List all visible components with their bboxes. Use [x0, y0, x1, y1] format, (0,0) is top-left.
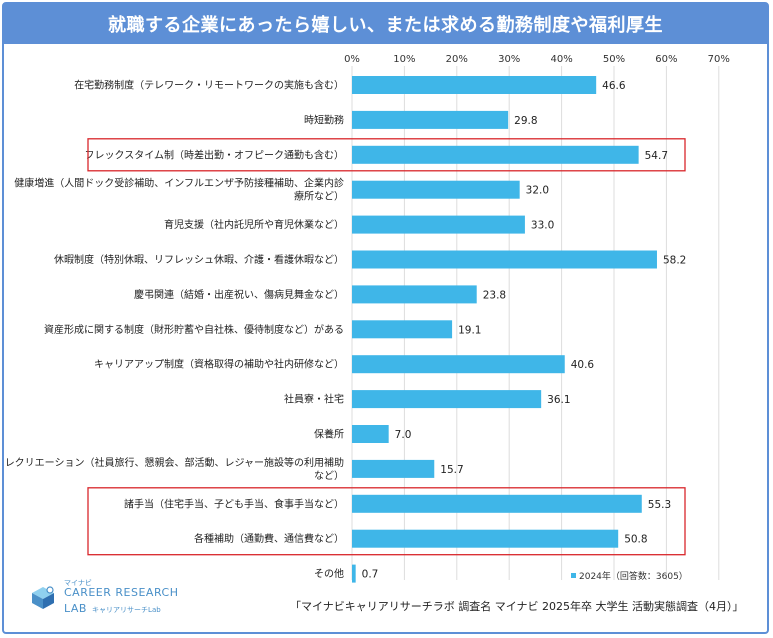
bars [352, 76, 657, 583]
highlight-box [87, 487, 686, 556]
category-label: レクリエーション（社員旅行、懇親会、部活動、レジャー施設等の利用補助 [5, 456, 344, 469]
category-label: 社員寮・社宅 [284, 393, 344, 406]
bar [352, 110, 509, 129]
category-label: 時短勤務 [304, 113, 344, 126]
chart-title: 就職する企業にあったら嬉しい、または求める勤務制度や福利厚生 [108, 15, 663, 36]
bar [352, 390, 542, 409]
category-label: 健康増進（人間ドック受診補助、インフルエンザ予防接種補助、企業内診 [14, 177, 344, 190]
tick-labels: 0% 10% 20% 30% 40% 50% 60% 70% [344, 54, 730, 65]
value-label: 46.6 [602, 80, 626, 92]
chart-header: 就職する企業にあったら嬉しい、または求める勤務制度や福利厚生 [4, 4, 767, 44]
value-label: 15.7 [440, 464, 463, 476]
category-label: 各種補助（通勤費、通信費など） [194, 532, 344, 545]
category-label: など） [314, 470, 344, 482]
legend-label: 2024年（回答数：3605） [579, 572, 688, 582]
value-label: 54.7 [645, 150, 668, 162]
value-label: 0.7 [362, 569, 379, 581]
value-label: 29.8 [514, 115, 537, 127]
logo-sub: キャリアリサーチLab [92, 605, 161, 614]
bar [352, 145, 639, 164]
bar [352, 215, 525, 234]
value-label: 23.8 [483, 289, 506, 301]
category-label: 療所など） [294, 190, 344, 203]
logo-main-line1: CAREER RESEARCH [64, 586, 179, 600]
bar [352, 425, 389, 443]
bar [352, 494, 642, 513]
value-label: 50.8 [624, 534, 647, 546]
tick-label: 70% [708, 54, 730, 65]
value-label: 7.0 [395, 429, 412, 441]
logo-brand: マイナビ [64, 579, 92, 587]
category-label: 慶弔関連（結婚・出産祝い、傷病見舞金など） [134, 288, 344, 301]
category-labels: 在宅勤務制度（テレワーク・リモートワークの実施も含む） 時短勤務フレックスタイム制… [5, 79, 344, 581]
bar [352, 529, 619, 548]
value-label: 36.1 [547, 394, 570, 406]
tick-label: 10% [393, 54, 415, 65]
category-label: その他 [314, 567, 344, 580]
bar [352, 285, 477, 304]
category-label: キャリアアップ制度（資格取得の補助や社内研修など） [94, 358, 344, 371]
value-label: 40.6 [571, 359, 595, 371]
category-label: 在宅勤務制度（テレワーク・リモートワークの実施も含む） [74, 79, 344, 92]
category-label: 育児支援（社内託児所や育児休業など） [164, 218, 344, 231]
highlight-boxes [87, 138, 686, 556]
highlight-box [87, 138, 686, 172]
category-label: 資産形成に関する制度（財形貯蓄や自社株、優待制度など）がある [44, 323, 344, 336]
value-label: 55.3 [648, 499, 671, 511]
tick-label: 40% [550, 54, 572, 65]
value-label: 33.0 [531, 220, 554, 232]
tick-label: 30% [498, 54, 520, 65]
legend: 2024年（回答数：3605） [571, 569, 688, 582]
bar [352, 355, 565, 374]
tick-label: 50% [603, 54, 625, 65]
bar [352, 459, 435, 478]
value-label: 19.1 [458, 324, 481, 336]
bar [352, 180, 520, 199]
logo-text: マイナビ CAREER RESEARCH LAB キャリアリサーチLab [64, 579, 179, 616]
source-note: 「マイナビキャリアリサーチラボ 調査名 マイナビ 2025年卒 大学生 活動実態… [290, 600, 744, 613]
bar [352, 320, 453, 339]
value-label: 32.0 [526, 185, 549, 197]
bar [352, 250, 657, 269]
value-labels: 46.6 29.8 54.7 32.0 33.0 58.2 23.8 19.1 40.6 36.1… [362, 80, 687, 581]
category-label: フレックスタイム制（時差出勤・オフピーク通勤も含む） [85, 148, 345, 161]
tick-label: 20% [446, 54, 468, 65]
logo-cube-icon [32, 586, 54, 609]
value-label: 58.2 [663, 255, 686, 267]
tick-label: 60% [655, 54, 677, 65]
category-label: 保養所 [314, 428, 344, 441]
logo-main-line2: LAB [64, 601, 87, 615]
tick-label: 0% [344, 54, 360, 65]
category-label: 諸手当（住宅手当、子ども手当、食事手当など） [124, 497, 344, 510]
bar [352, 76, 597, 94]
bar [352, 564, 356, 583]
logo: マイナビ CAREER RESEARCH LAB キャリアリサーチLab [30, 579, 179, 616]
category-label: 休暇制度（特別休暇、リフレッシュ休暇、介護・看護休暇など） [54, 253, 344, 266]
legend-swatch [571, 573, 576, 578]
